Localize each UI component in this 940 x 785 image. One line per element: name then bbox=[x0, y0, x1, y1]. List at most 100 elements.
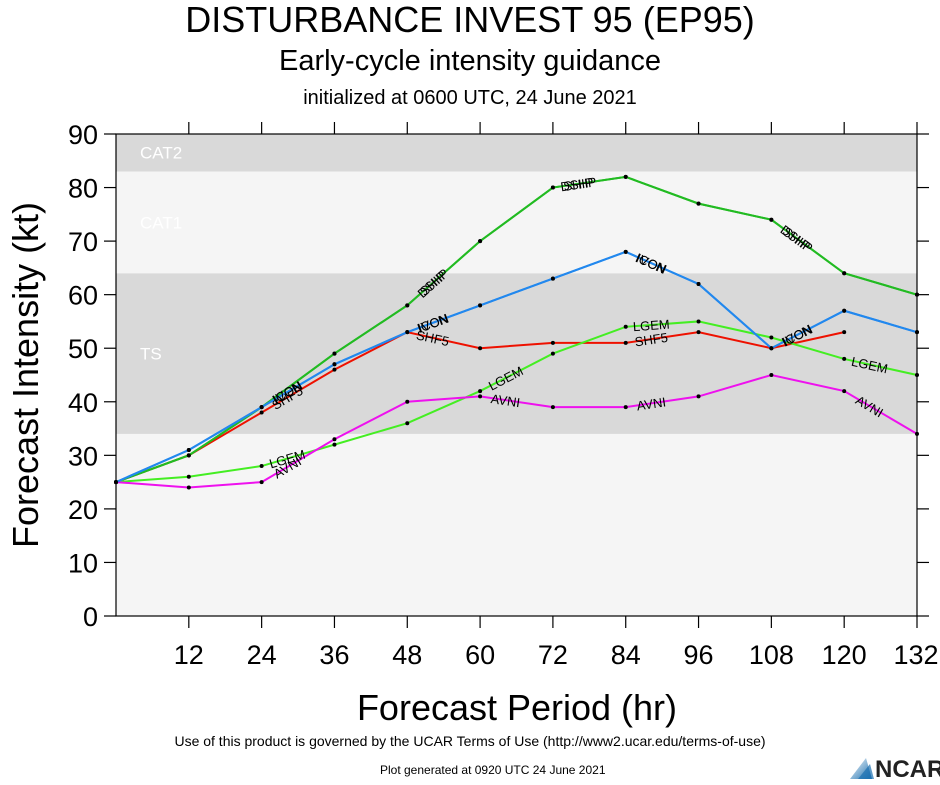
x-tick-label: 108 bbox=[749, 640, 794, 670]
x-tick-label: 48 bbox=[392, 640, 422, 670]
point-shf5 bbox=[478, 346, 483, 351]
point-ivcn bbox=[478, 303, 483, 308]
x-tick-label: 72 bbox=[538, 640, 568, 670]
series-line-avni bbox=[115, 373, 918, 489]
series-label-dshp: DSHP bbox=[560, 174, 598, 194]
point-ivcn bbox=[842, 308, 847, 313]
point-avni bbox=[769, 373, 774, 377]
point-shf5 bbox=[259, 410, 264, 415]
x-tick-label: 84 bbox=[611, 640, 641, 670]
point-lgem bbox=[769, 335, 774, 340]
point-ivcn bbox=[696, 281, 701, 286]
x-tick-label: 96 bbox=[684, 640, 714, 670]
y-tick-label: 80 bbox=[68, 174, 98, 204]
series-line-ivcn bbox=[115, 250, 918, 484]
x-axis-label: Forecast Period (hr) bbox=[357, 687, 677, 728]
point-shf5 bbox=[623, 340, 628, 345]
ncar-logo: NCAR bbox=[848, 752, 940, 783]
point-ship bbox=[769, 217, 774, 222]
series-label-shf5: SHF5 bbox=[415, 327, 451, 349]
point-ship bbox=[332, 351, 337, 356]
point-ivcn bbox=[405, 330, 410, 335]
band-label-cat1: CAT1 bbox=[140, 213, 182, 232]
point-ivcn bbox=[623, 249, 628, 254]
point-shf5 bbox=[550, 340, 555, 345]
point-ship bbox=[842, 271, 847, 276]
svg-text:NCAR: NCAR bbox=[875, 756, 940, 780]
point-lgem bbox=[842, 356, 847, 361]
point-lgem bbox=[186, 474, 191, 479]
point-lgem bbox=[405, 421, 410, 426]
band-label-cat2: CAT2 bbox=[140, 144, 182, 163]
point-lgem bbox=[332, 442, 337, 447]
x-tick-label: 132 bbox=[893, 640, 938, 670]
point-ship bbox=[478, 239, 483, 244]
point-lgem bbox=[915, 373, 919, 377]
y-tick-label: 20 bbox=[68, 495, 98, 525]
point-ship bbox=[623, 174, 628, 179]
point-ivcn bbox=[550, 276, 555, 281]
point-lgem bbox=[623, 324, 628, 329]
x-tick-label: 120 bbox=[822, 640, 867, 670]
point-avni bbox=[478, 394, 483, 399]
x-tick-label: 24 bbox=[247, 640, 277, 670]
point-ivcn bbox=[915, 330, 919, 335]
point-lgem bbox=[478, 389, 483, 394]
point-ivcn bbox=[186, 447, 191, 452]
series-label-avni: AVNI bbox=[636, 394, 667, 413]
x-tick-label: 60 bbox=[465, 640, 495, 670]
point-avni bbox=[332, 437, 337, 442]
point-ship bbox=[405, 303, 410, 308]
x-tick-label: 36 bbox=[319, 640, 349, 670]
point-ship bbox=[550, 185, 555, 190]
y-tick-label: 60 bbox=[68, 281, 98, 311]
chart-subtitle: Early-cycle intensity guidance bbox=[278, 45, 661, 77]
point-ship bbox=[915, 292, 919, 297]
point-shf5 bbox=[332, 367, 337, 372]
point-ivcn bbox=[114, 480, 118, 485]
point-ship bbox=[696, 201, 701, 206]
point-ship bbox=[186, 453, 191, 458]
band-below-ts bbox=[116, 433, 917, 616]
band-ts bbox=[116, 273, 917, 434]
y-axis-label: Forecast Intensity (kt) bbox=[5, 202, 46, 548]
point-shf5 bbox=[842, 330, 847, 335]
point-avni bbox=[186, 485, 191, 490]
band-cat2 bbox=[116, 134, 917, 172]
point-ivcn bbox=[259, 405, 264, 410]
y-tick-label: 10 bbox=[68, 548, 98, 578]
point-avni bbox=[259, 480, 264, 485]
point-avni bbox=[623, 405, 628, 410]
y-tick-label: 50 bbox=[68, 334, 98, 364]
y-tick-label: 90 bbox=[68, 120, 98, 150]
point-avni bbox=[405, 399, 410, 404]
series-label-shf5: SHF5 bbox=[634, 330, 669, 350]
point-lgem bbox=[550, 351, 555, 356]
point-shf5 bbox=[696, 330, 701, 335]
point-ivcn bbox=[332, 362, 337, 367]
series-label-ship: SHIP bbox=[562, 175, 594, 194]
series-label-lgem: LGEM bbox=[632, 317, 670, 335]
chart-title: DISTURBANCE INVEST 95 (EP95) bbox=[185, 0, 755, 40]
y-tick-label: 70 bbox=[68, 227, 98, 257]
y-tick-label: 0 bbox=[83, 602, 98, 632]
band-cat1 bbox=[116, 171, 917, 274]
plot-generated-time: Plot generated at 0920 UTC 24 June 2021 bbox=[380, 763, 606, 777]
series-label-avni: AVNI bbox=[490, 391, 521, 410]
point-lgem bbox=[259, 464, 264, 469]
point-avni bbox=[842, 389, 847, 394]
point-avni bbox=[550, 405, 555, 410]
initialized-time: initialized at 0600 UTC, 24 June 2021 bbox=[303, 87, 637, 109]
x-tick-label: 12 bbox=[174, 640, 204, 670]
y-tick-label: 40 bbox=[68, 388, 98, 418]
category-bands: TS CAT1 CAT2 bbox=[116, 134, 917, 616]
point-avni bbox=[696, 394, 701, 399]
band-label-ts: TS bbox=[140, 345, 162, 364]
point-ivcn bbox=[769, 346, 774, 351]
point-lgem bbox=[696, 319, 701, 324]
y-tick-label: 30 bbox=[68, 441, 98, 471]
point-avni bbox=[915, 431, 919, 436]
series-layer bbox=[114, 174, 919, 490]
terms-of-use: Use of this product is governed by the U… bbox=[174, 733, 766, 749]
